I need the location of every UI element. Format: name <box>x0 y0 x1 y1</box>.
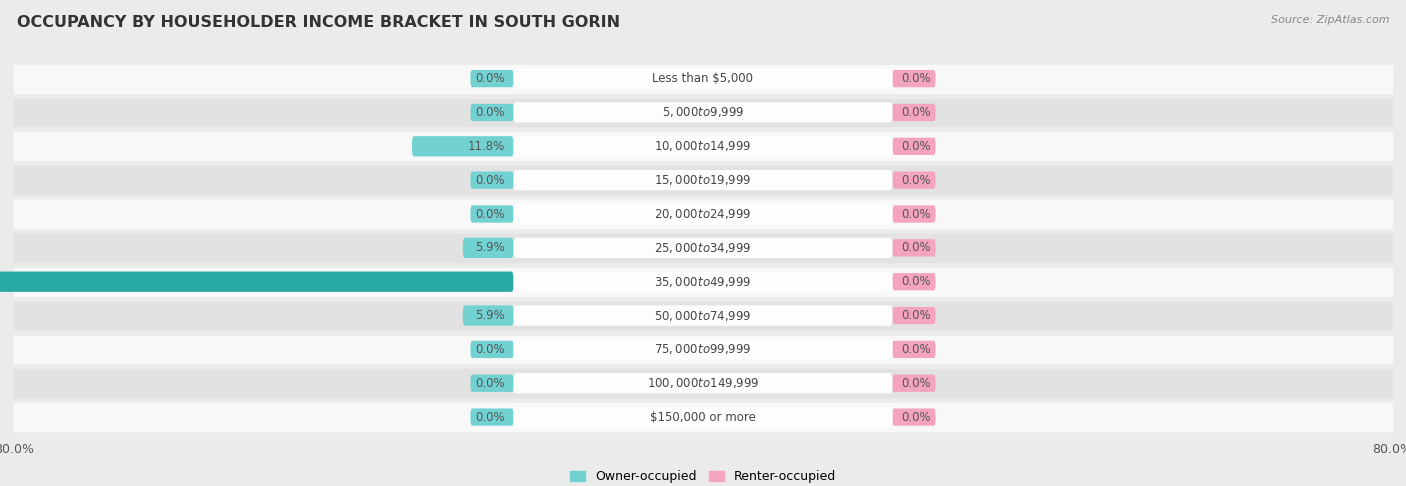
FancyBboxPatch shape <box>471 104 513 121</box>
FancyBboxPatch shape <box>893 307 935 324</box>
Text: 0.0%: 0.0% <box>475 208 505 221</box>
FancyBboxPatch shape <box>471 375 513 392</box>
FancyBboxPatch shape <box>893 375 935 392</box>
Text: 5.9%: 5.9% <box>475 242 505 254</box>
Text: $5,000 to $9,999: $5,000 to $9,999 <box>662 105 744 120</box>
Bar <box>14 268 1392 295</box>
Text: 0.0%: 0.0% <box>901 140 931 153</box>
FancyBboxPatch shape <box>513 103 893 122</box>
Text: 0.0%: 0.0% <box>901 174 931 187</box>
FancyBboxPatch shape <box>513 204 893 224</box>
Bar <box>14 302 1392 330</box>
Text: $100,000 to $149,999: $100,000 to $149,999 <box>647 376 759 390</box>
Text: $75,000 to $99,999: $75,000 to $99,999 <box>654 343 752 356</box>
FancyBboxPatch shape <box>471 70 513 87</box>
Bar <box>14 369 1392 397</box>
Legend: Owner-occupied, Renter-occupied: Owner-occupied, Renter-occupied <box>565 465 841 486</box>
FancyBboxPatch shape <box>513 170 893 191</box>
FancyBboxPatch shape <box>463 305 513 326</box>
Bar <box>14 133 1392 160</box>
Bar <box>14 166 1392 194</box>
Text: 0.0%: 0.0% <box>901 106 931 119</box>
FancyBboxPatch shape <box>463 238 513 258</box>
FancyBboxPatch shape <box>893 138 935 155</box>
FancyBboxPatch shape <box>893 239 935 257</box>
FancyBboxPatch shape <box>513 373 893 393</box>
Bar <box>14 65 1392 92</box>
Bar <box>14 335 1392 363</box>
FancyBboxPatch shape <box>513 272 893 292</box>
Text: 0.0%: 0.0% <box>901 208 931 221</box>
FancyBboxPatch shape <box>471 408 513 426</box>
Text: 0.0%: 0.0% <box>475 377 505 390</box>
Text: 0.0%: 0.0% <box>475 72 505 85</box>
FancyBboxPatch shape <box>893 341 935 358</box>
Text: $35,000 to $49,999: $35,000 to $49,999 <box>654 275 752 289</box>
FancyBboxPatch shape <box>471 341 513 358</box>
FancyBboxPatch shape <box>513 69 893 89</box>
Text: 0.0%: 0.0% <box>475 411 505 424</box>
Text: 0.0%: 0.0% <box>901 72 931 85</box>
Text: 0.0%: 0.0% <box>901 343 931 356</box>
FancyBboxPatch shape <box>471 172 513 189</box>
FancyBboxPatch shape <box>513 136 893 156</box>
FancyBboxPatch shape <box>513 305 893 326</box>
Text: 0.0%: 0.0% <box>901 377 931 390</box>
Text: Less than $5,000: Less than $5,000 <box>652 72 754 85</box>
FancyBboxPatch shape <box>893 104 935 121</box>
FancyBboxPatch shape <box>893 70 935 87</box>
Bar <box>14 200 1392 228</box>
Text: 0.0%: 0.0% <box>901 309 931 322</box>
Bar <box>14 99 1392 126</box>
Text: Source: ZipAtlas.com: Source: ZipAtlas.com <box>1271 15 1389 25</box>
Text: $150,000 or more: $150,000 or more <box>650 411 756 424</box>
Text: 0.0%: 0.0% <box>475 343 505 356</box>
Text: $15,000 to $19,999: $15,000 to $19,999 <box>654 173 752 187</box>
Text: 0.0%: 0.0% <box>901 242 931 254</box>
Text: 0.0%: 0.0% <box>901 275 931 288</box>
Text: 0.0%: 0.0% <box>901 411 931 424</box>
FancyBboxPatch shape <box>0 272 513 292</box>
Bar <box>14 234 1392 262</box>
FancyBboxPatch shape <box>513 339 893 360</box>
FancyBboxPatch shape <box>893 273 935 290</box>
FancyBboxPatch shape <box>513 407 893 427</box>
FancyBboxPatch shape <box>893 206 935 223</box>
Text: $25,000 to $34,999: $25,000 to $34,999 <box>654 241 752 255</box>
Text: $10,000 to $14,999: $10,000 to $14,999 <box>654 139 752 153</box>
Text: $50,000 to $74,999: $50,000 to $74,999 <box>654 309 752 323</box>
Text: OCCUPANCY BY HOUSEHOLDER INCOME BRACKET IN SOUTH GORIN: OCCUPANCY BY HOUSEHOLDER INCOME BRACKET … <box>17 15 620 30</box>
FancyBboxPatch shape <box>471 206 513 223</box>
FancyBboxPatch shape <box>893 172 935 189</box>
Text: 0.0%: 0.0% <box>475 106 505 119</box>
FancyBboxPatch shape <box>513 238 893 258</box>
Text: 11.8%: 11.8% <box>468 140 505 153</box>
Text: 0.0%: 0.0% <box>475 174 505 187</box>
Text: $20,000 to $24,999: $20,000 to $24,999 <box>654 207 752 221</box>
FancyBboxPatch shape <box>893 408 935 426</box>
FancyBboxPatch shape <box>412 136 513 156</box>
Text: 5.9%: 5.9% <box>475 309 505 322</box>
Bar <box>14 403 1392 431</box>
